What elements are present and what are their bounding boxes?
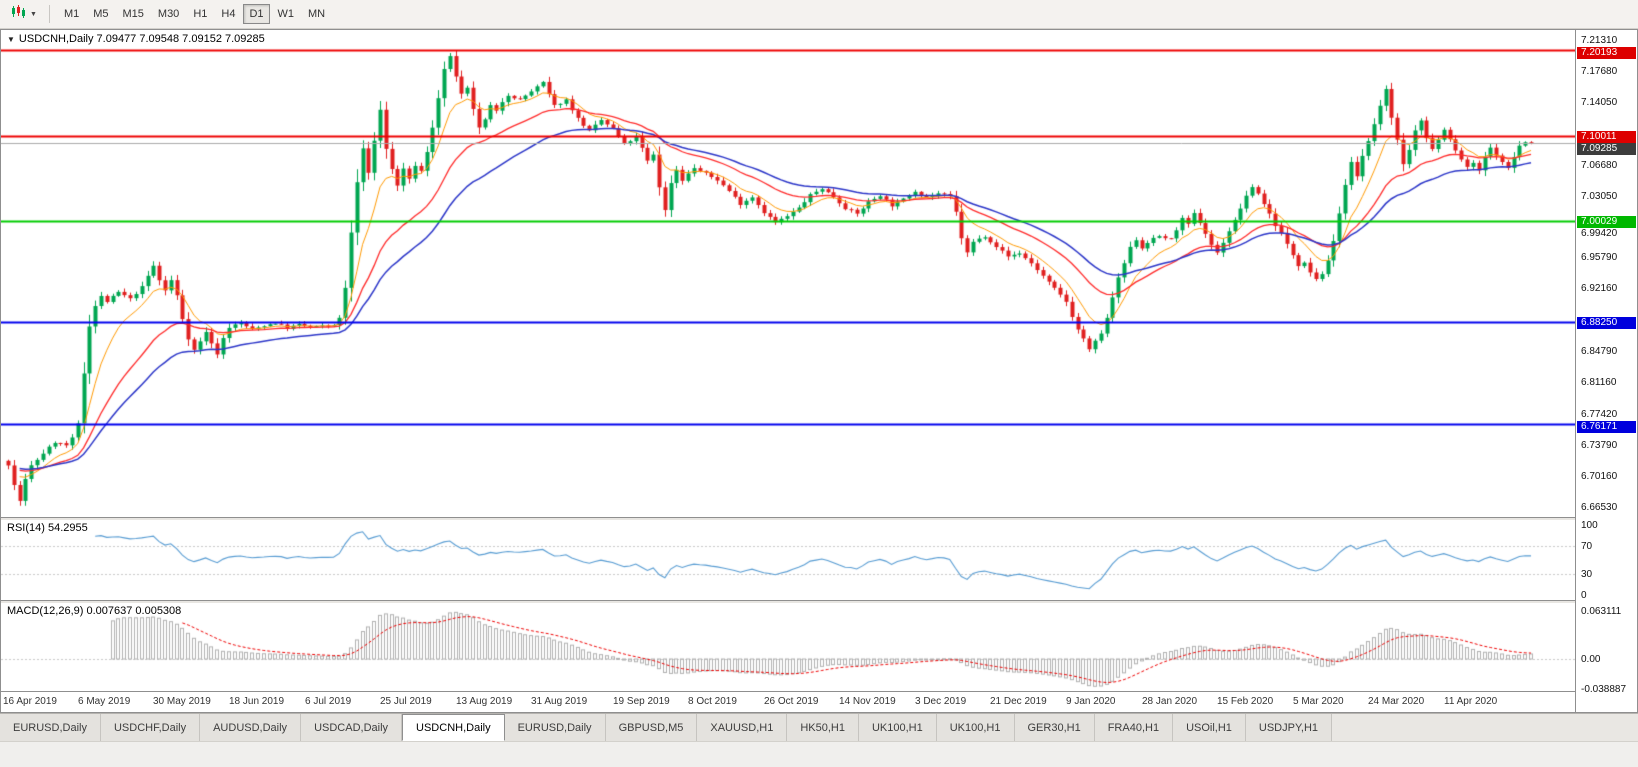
date-axis-label: 9 Jan 2020 bbox=[1066, 696, 1116, 707]
chart-type-button[interactable]: ▼ bbox=[6, 2, 42, 27]
price-scale-label: 7.21310 bbox=[1581, 35, 1618, 46]
price-scale-label: 6.81160 bbox=[1581, 377, 1617, 388]
timeframe-button-h1[interactable]: H1 bbox=[193, 8, 208, 20]
rsi-scale-label: 70 bbox=[1581, 541, 1593, 552]
chart-tab-hk50-h1[interactable]: HK50,H1 bbox=[787, 714, 859, 741]
chart-tab-uk100-h1[interactable]: UK100,H1 bbox=[936, 714, 1015, 741]
macd-pane: MACD(12,26,9) 0.007637 0.005308 bbox=[1, 603, 1575, 691]
price-marker-label: 7.20193 bbox=[1577, 47, 1636, 59]
pane-splitter[interactable] bbox=[1, 600, 1575, 603]
date-axis-label: 24 Mar 2020 bbox=[1368, 696, 1425, 707]
status-bar bbox=[0, 741, 1638, 767]
chart-tab-gbpusd-m5[interactable]: GBPUSD,M5 bbox=[605, 714, 698, 741]
date-axis-label: 3 Dec 2019 bbox=[915, 696, 967, 707]
price-marker-label: 6.88250 bbox=[1577, 317, 1636, 329]
candlestick-chart-icon bbox=[11, 4, 27, 24]
rsi-label: RSI(14) 54.2955 bbox=[7, 522, 88, 534]
rsi-scale-label: 100 bbox=[1581, 520, 1598, 531]
price-scale-label: 6.66530 bbox=[1581, 502, 1618, 513]
price-scale-label: 7.14050 bbox=[1581, 97, 1618, 108]
date-axis-label: 19 Sep 2019 bbox=[613, 696, 670, 707]
timeframe-toolbar: ▼ M1 M5 M15 M30 H1 H4 D1 W1 MN bbox=[0, 0, 1638, 29]
date-axis-label: 30 May 2019 bbox=[153, 696, 211, 707]
chart-tab-xauusd-h1[interactable]: XAUUSD,H1 bbox=[697, 714, 788, 741]
price-scale-label: 6.84790 bbox=[1581, 346, 1618, 357]
macd-scale-label: 0.00 bbox=[1581, 654, 1601, 665]
rsi-scale-label: 30 bbox=[1581, 569, 1593, 580]
date-axis-label: 8 Oct 2019 bbox=[688, 696, 737, 707]
price-scale-label: 7.03050 bbox=[1581, 191, 1618, 202]
chart-tab-usdchf-daily[interactable]: USDCHF,Daily bbox=[100, 714, 201, 741]
timeframe-buttons: M1 M5 M15 M30 H1 H4 D1 W1 MN bbox=[57, 4, 332, 24]
rsi-pane: RSI(14) 54.2955 bbox=[1, 520, 1575, 600]
chart-tab-eurusd-daily[interactable]: EURUSD,Daily bbox=[0, 714, 101, 741]
price-marker-label: 7.10011 bbox=[1577, 131, 1636, 143]
chart-tab-usdjpy-h1[interactable]: USDJPY,H1 bbox=[1245, 714, 1333, 741]
date-axis-label: 15 Feb 2020 bbox=[1217, 696, 1274, 707]
rsi-canvas[interactable] bbox=[1, 520, 1575, 600]
chart-title-text: USDCNH,Daily 7.09477 7.09548 7.09152 7.0… bbox=[18, 33, 265, 45]
price-pane: ▼ USDCNH,Daily 7.09477 7.09548 7.09152 7… bbox=[1, 30, 1575, 517]
toolbar-separator bbox=[48, 5, 50, 23]
price-scale-label: 6.77420 bbox=[1581, 409, 1618, 420]
price-marker-label: 7.09285 bbox=[1577, 143, 1636, 155]
date-axis-label: 14 Nov 2019 bbox=[839, 696, 896, 707]
chart-tab-usoil-h1[interactable]: USOil,H1 bbox=[1173, 714, 1246, 741]
date-axis-label: 28 Jan 2020 bbox=[1142, 696, 1198, 707]
timeframe-button-m15[interactable]: M15 bbox=[122, 8, 144, 20]
chart-tabs-bar: EURUSD,Daily USDCHF,Daily AUDUSD,Daily USDC… bbox=[0, 713, 1638, 741]
chart-tab-uk100-h1[interactable]: UK100,H1 bbox=[858, 714, 937, 741]
date-axis-label: 6 May 2019 bbox=[78, 696, 131, 707]
price-scale-label: 6.99420 bbox=[1581, 228, 1618, 239]
timeframe-button-mn[interactable]: MN bbox=[308, 8, 326, 20]
chart-tab-eurusd-daily[interactable]: EURUSD,Daily bbox=[504, 714, 606, 741]
chart-title: ▼ USDCNH,Daily 7.09477 7.09548 7.09152 7… bbox=[7, 33, 265, 45]
price-scale-label: 7.06680 bbox=[1581, 160, 1618, 171]
date-axis-label: 16 Apr 2019 bbox=[3, 696, 57, 707]
main-chart-canvas[interactable] bbox=[1, 30, 1575, 517]
timeframe-button-d1[interactable]: D1 bbox=[243, 4, 270, 24]
rsi-scale-label: 0 bbox=[1581, 590, 1587, 601]
date-axis-label: 25 Jul 2019 bbox=[380, 696, 432, 707]
price-scale-label: 6.95790 bbox=[1581, 252, 1618, 263]
timeframe-button-m30[interactable]: M30 bbox=[157, 8, 180, 20]
macd-scale-label: -0.038887 bbox=[1581, 684, 1627, 695]
price-marker-label: 7.00029 bbox=[1577, 216, 1636, 228]
timeframe-button-m5[interactable]: M5 bbox=[93, 8, 109, 20]
collapse-triangle-icon[interactable]: ▼ bbox=[7, 34, 15, 44]
timeframe-button-w1[interactable]: W1 bbox=[277, 8, 295, 20]
date-axis-label: 5 Mar 2020 bbox=[1293, 696, 1344, 707]
price-scale[interactable]: 7.21310 7.20193 7.17680 7.14050 7.10011 7.092… bbox=[1575, 30, 1637, 712]
price-scale-label: 6.92160 bbox=[1581, 283, 1618, 294]
date-axis-label: 11 Apr 2020 bbox=[1444, 696, 1498, 707]
timeframe-button-m1[interactable]: M1 bbox=[63, 8, 80, 20]
date-axis-label: 18 Jun 2019 bbox=[229, 696, 285, 707]
timeframe-button-h4[interactable]: H4 bbox=[221, 8, 236, 20]
date-axis-label: 31 Aug 2019 bbox=[531, 696, 588, 707]
chart-tab-audusd-daily[interactable]: AUDUSD,Daily bbox=[200, 714, 302, 741]
date-axis[interactable]: 16 Apr 2019 6 May 2019 30 May 2019 18 Jun 2… bbox=[1, 691, 1575, 712]
price-marker-label: 6.76171 bbox=[1577, 421, 1636, 433]
macd-scale-label: 0.063111 bbox=[1581, 606, 1622, 617]
chart-tab-usdcad-daily[interactable]: USDCAD,Daily bbox=[301, 714, 403, 741]
chart-window: ▼ USDCNH,Daily 7.09477 7.09548 7.09152 7… bbox=[0, 29, 1638, 713]
chart-tab-usdcnh-daily[interactable]: USDCNH,Daily bbox=[402, 714, 505, 741]
date-axis-label: 26 Oct 2019 bbox=[764, 696, 819, 707]
date-axis-label: 13 Aug 2019 bbox=[456, 696, 513, 707]
price-scale-label: 6.73790 bbox=[1581, 440, 1618, 451]
chart-tab-fra40-h1[interactable]: FRA40,H1 bbox=[1094, 714, 1174, 741]
date-axis-label: 6 Jul 2019 bbox=[305, 696, 352, 707]
price-scale-label: 7.17680 bbox=[1581, 66, 1618, 77]
macd-label: MACD(12,26,9) 0.007637 0.005308 bbox=[7, 605, 182, 617]
macd-canvas[interactable] bbox=[1, 603, 1575, 691]
price-scale-label: 6.70160 bbox=[1581, 471, 1618, 482]
pane-splitter[interactable] bbox=[1, 517, 1575, 520]
dropdown-caret-icon: ▼ bbox=[30, 10, 37, 18]
date-axis-label: 21 Dec 2019 bbox=[990, 696, 1047, 707]
chart-tab-ger30-h1[interactable]: GER30,H1 bbox=[1014, 714, 1095, 741]
